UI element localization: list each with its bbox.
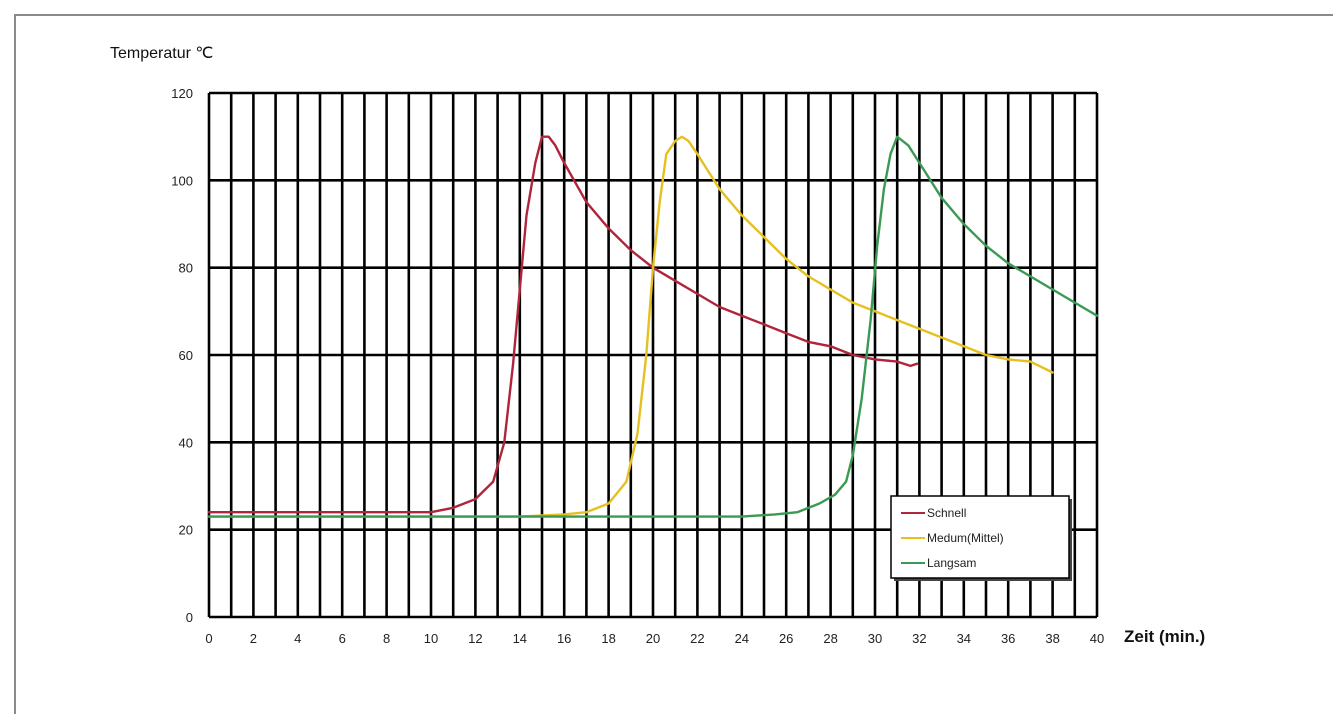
grid (207, 91, 1099, 619)
x-tick-label: 16 (557, 631, 571, 646)
y-tick-label: 120 (171, 86, 193, 101)
x-tick-label: 40 (1090, 631, 1104, 646)
x-tick-label: 18 (601, 631, 615, 646)
y-tick-label: 40 (179, 435, 193, 450)
x-tick-label: 28 (823, 631, 837, 646)
y-axis-label: Temperatur ℃ (110, 45, 213, 62)
legend: Schnell Medum(Mittel) Langsam (890, 495, 1072, 581)
series-line (207, 135, 919, 514)
line-chart: 0 2 4 6 8 10 12 14 16 18 20 22 24 26 28 30 32 34 36 38 40020… (110, 45, 1205, 646)
x-tick-label: 8 (383, 631, 390, 646)
x-tick-label: 38 (1045, 631, 1059, 646)
chart-frame (14, 14, 1333, 714)
x-tick-label: 24 (735, 631, 749, 646)
y-tick-label: 60 (179, 348, 193, 363)
x-axis-label: Zeit (min.) (1124, 627, 1205, 646)
series-line (207, 135, 1099, 518)
y-tick-label: 20 (179, 523, 193, 538)
legend-label: Schnell (927, 506, 966, 520)
y-tick-label: 0 (186, 610, 193, 625)
x-tick-label: 0 (205, 631, 212, 646)
x-tick-label: 26 (779, 631, 793, 646)
y-tick-label: 100 (171, 173, 193, 188)
x-tick-label: 12 (468, 631, 482, 646)
series-lines (207, 135, 1099, 518)
x-tick-label: 2 (250, 631, 257, 646)
series-line (207, 135, 1054, 518)
x-tick-label: 14 (513, 631, 527, 646)
x-tick-label: 4 (294, 631, 301, 646)
legend-label: Langsam (927, 556, 976, 570)
x-tick-label: 6 (339, 631, 346, 646)
x-tick-label: 32 (912, 631, 926, 646)
axis-ticks: 0 2 4 6 8 10 12 14 16 18 20 22 24 26 28 30 32 34 36 38 40020… (171, 86, 1104, 646)
x-tick-label: 36 (1001, 631, 1015, 646)
x-tick-label: 22 (690, 631, 704, 646)
x-tick-label: 30 (868, 631, 882, 646)
x-tick-label: 20 (646, 631, 660, 646)
x-tick-label: 10 (424, 631, 438, 646)
y-tick-label: 80 (179, 261, 193, 276)
x-tick-label: 34 (957, 631, 971, 646)
legend-label: Medum(Mittel) (927, 531, 1004, 545)
